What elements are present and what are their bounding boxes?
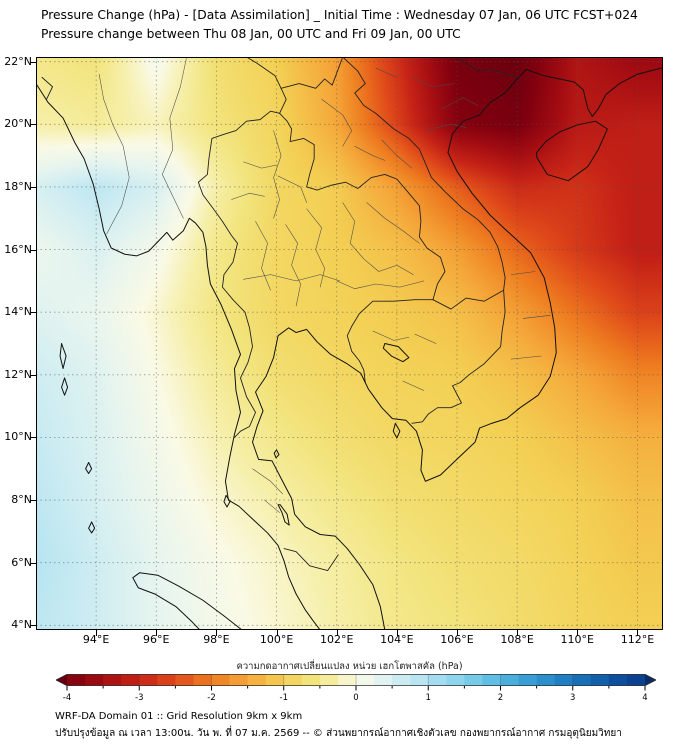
lat-tick-label: 4°N [11, 618, 32, 632]
lon-tick-label: 106°E [440, 633, 474, 646]
lat-tick-mark [30, 249, 36, 251]
lon-tick-label: 110°E [560, 633, 594, 646]
lon-tick-mark [396, 630, 398, 636]
map-title: Pressure Change (hPa) - [Data Assimilati… [41, 8, 638, 22]
lat-tick-label: 10°N [4, 430, 32, 444]
colorbar-label: ความกดอากาศเปลี่ยนแปลง หน่วย เฮกโตพาสคัล… [236, 661, 463, 672]
lat-tick-label: 8°N [11, 493, 32, 507]
colorbar-tick-label: 4 [642, 693, 648, 703]
colorbar-tick-label: -2 [207, 693, 216, 703]
lat-tick-label: 6°N [11, 555, 32, 569]
lat-tick-mark [30, 500, 36, 502]
lat-tick-mark [30, 625, 36, 627]
colorbar-tick-label: -1 [279, 693, 288, 703]
lat-tick-mark [30, 562, 36, 564]
colorbar-tick-label: 1 [425, 693, 431, 703]
lon-tick-mark [96, 630, 98, 636]
lon-tick-label: 100°E [259, 633, 294, 646]
lat-tick-label: 18°N [4, 179, 32, 193]
map-subtitle: Pressure change between Thu 08 Jan, 00 U… [41, 27, 461, 41]
colorbar-tick-label: 0 [353, 693, 359, 703]
colorbar-tick-label: 3 [570, 693, 576, 703]
lon-tick-label: 104°E [380, 633, 414, 646]
lon-tick-label: 96°E [143, 633, 170, 646]
lat-tick-mark [30, 374, 36, 376]
lon-tick-label: 98°E [203, 633, 230, 646]
lat-tick-mark [30, 124, 36, 126]
colorbar-tick-label: 2 [497, 693, 504, 703]
colorbar-tick-label: -3 [135, 693, 144, 703]
lat-tick-mark [30, 437, 36, 439]
colorbar-tick-label: -4 [62, 693, 72, 703]
footer-domain-info: WRF-DA Domain 01 :: Grid Resolution 9km … [55, 711, 303, 722]
lon-tick-label: 108°E [500, 633, 534, 646]
lon-tick-mark [276, 630, 278, 636]
lon-tick-label: 102°E [319, 633, 354, 646]
lat-tick-mark [30, 312, 36, 314]
lat-tick-label: 20°N [4, 117, 32, 131]
pressure-change-map-canvas [36, 57, 663, 630]
lon-tick-mark [156, 630, 158, 636]
lat-tick-label: 16°N [4, 242, 32, 256]
lat-tick-label: 22°N [4, 54, 32, 68]
footer-credit: ปรับปรุงข้อมูล ณ เวลา 13:00น. วัน พ. ที่… [55, 728, 622, 739]
lon-tick-mark [457, 630, 458, 636]
lat-tick-label: 14°N [4, 305, 32, 319]
lon-tick-mark [336, 630, 338, 636]
lat-tick-mark [30, 186, 36, 188]
lon-tick-label: 94°E [82, 633, 110, 646]
lat-tick-mark [30, 61, 36, 63]
lon-tick-mark [577, 630, 579, 636]
lon-tick-label: 112°E [620, 633, 655, 646]
lat-tick-label: 12°N [4, 367, 32, 381]
lon-tick-mark [517, 630, 519, 636]
map-plot-area [36, 57, 663, 630]
colorbar [56, 674, 656, 692]
lon-tick-mark [216, 630, 218, 636]
lon-tick-mark [637, 630, 639, 636]
